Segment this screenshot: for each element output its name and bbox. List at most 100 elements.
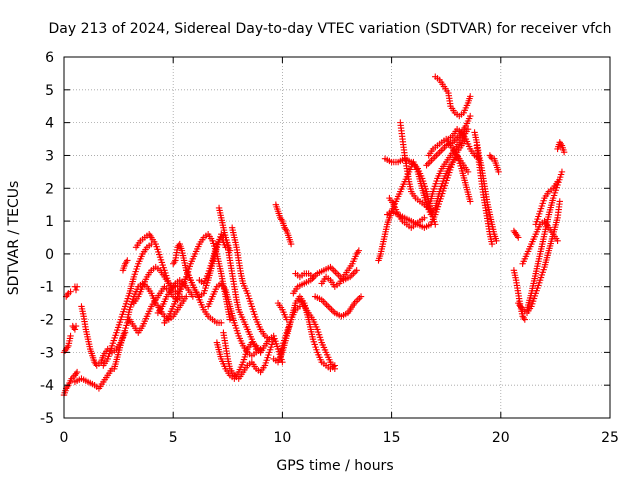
plot-frame [63, 56, 611, 419]
data-point [356, 295, 363, 302]
series-arc-25 [277, 303, 304, 363]
data-point [426, 158, 434, 166]
data-point [72, 286, 80, 294]
grid [64, 57, 610, 418]
data-point [321, 299, 329, 307]
data-point [520, 314, 527, 322]
x-axis-label: GPS time / hours [276, 458, 393, 474]
data-point [436, 148, 443, 156]
data-point [266, 336, 273, 343]
series-arc-48 [510, 267, 529, 323]
x-tick-label: 25 [601, 430, 619, 446]
data-point [323, 301, 330, 308]
x-tick-label: 15 [383, 430, 401, 446]
y-tick-label: -1 [40, 280, 54, 296]
data-point [521, 316, 529, 323]
series-arc-45 [491, 155, 502, 176]
series-arc-9 [119, 257, 131, 274]
series-arc-19 [204, 280, 264, 359]
series-arc-4 [71, 283, 81, 294]
data-point [171, 258, 178, 266]
series-arc-31 [311, 293, 365, 320]
data-point [488, 155, 496, 162]
data-point [351, 268, 359, 276]
data-point [439, 145, 447, 153]
data-point [328, 306, 335, 313]
series-arc-53 [554, 139, 568, 156]
data-point [67, 332, 74, 340]
series-arc-50 [523, 168, 566, 313]
data-point [352, 298, 360, 305]
data-point [354, 296, 361, 304]
data-point [335, 272, 342, 279]
data-point [226, 316, 234, 323]
data-point [467, 198, 474, 205]
y-tick-label: 2 [45, 181, 54, 197]
y-tick-label: 4 [45, 116, 54, 132]
series-arc-35 [384, 135, 470, 231]
series-arc-41 [432, 73, 474, 120]
series-arc-23 [228, 224, 273, 343]
data-point [433, 152, 440, 159]
data-point [554, 237, 561, 244]
series-arc-10 [111, 283, 186, 372]
data-point [495, 168, 502, 176]
series-arc-33 [375, 152, 474, 264]
data-point [431, 153, 438, 161]
axis-ticks: 0 5 10 15 20 25 -5 -4 -3 -2 -1 0 1 2 3 4 5 6 [40, 50, 619, 446]
data-point [493, 237, 500, 244]
series-arc-3 [62, 288, 74, 300]
data-point [330, 267, 337, 274]
data-point [515, 234, 522, 241]
series-arc-5 [69, 322, 80, 333]
data-point [438, 147, 445, 154]
data-point [464, 126, 472, 133]
series-arc-49 [515, 198, 563, 317]
data-point [467, 112, 474, 120]
series-arc-52 [532, 178, 561, 228]
series-arc-30 [296, 296, 339, 372]
series-arc-47 [510, 227, 522, 241]
data-point [183, 293, 190, 300]
series-arc-32 [318, 247, 363, 290]
y-tick-label: -5 [40, 411, 54, 427]
data-point [189, 293, 197, 300]
x-tick-label: 0 [60, 430, 69, 446]
data-point [287, 240, 295, 248]
data-point [64, 291, 71, 299]
data-point [357, 293, 365, 300]
y-tick-label: -4 [40, 378, 54, 394]
series-arc-18 [196, 234, 229, 287]
data-point [325, 303, 332, 310]
x-tick-label: 10 [273, 430, 291, 446]
data-point [332, 268, 339, 276]
data-point [355, 247, 363, 254]
series-arc-27 [272, 201, 295, 248]
data-point [283, 316, 290, 323]
data-point [421, 214, 428, 222]
data-point [452, 135, 460, 143]
data-point [353, 267, 360, 274]
x-tick-label: 5 [169, 430, 178, 446]
data-point [560, 148, 568, 156]
series-arc-8 [100, 240, 155, 369]
y-tick-label: 0 [45, 247, 54, 263]
data-point [424, 160, 432, 167]
data-point [333, 270, 341, 277]
y-tick-label: 5 [45, 83, 54, 99]
y-tick-label: 3 [45, 148, 54, 164]
series-arc-37 [397, 119, 432, 212]
data-point [467, 93, 474, 100]
data-point [487, 153, 495, 161]
y-tick-label: -2 [40, 313, 54, 329]
data-point [124, 257, 131, 264]
series-arc-44 [473, 142, 496, 248]
data-point [558, 168, 566, 176]
chart-title: Day 213 of 2024, Sidereal Day-to-day VTE… [48, 21, 611, 37]
data-point [554, 178, 561, 185]
data-point [488, 240, 496, 248]
data-point [310, 273, 318, 281]
data-point [328, 265, 336, 272]
data-point [218, 319, 225, 327]
data-point [73, 283, 81, 290]
